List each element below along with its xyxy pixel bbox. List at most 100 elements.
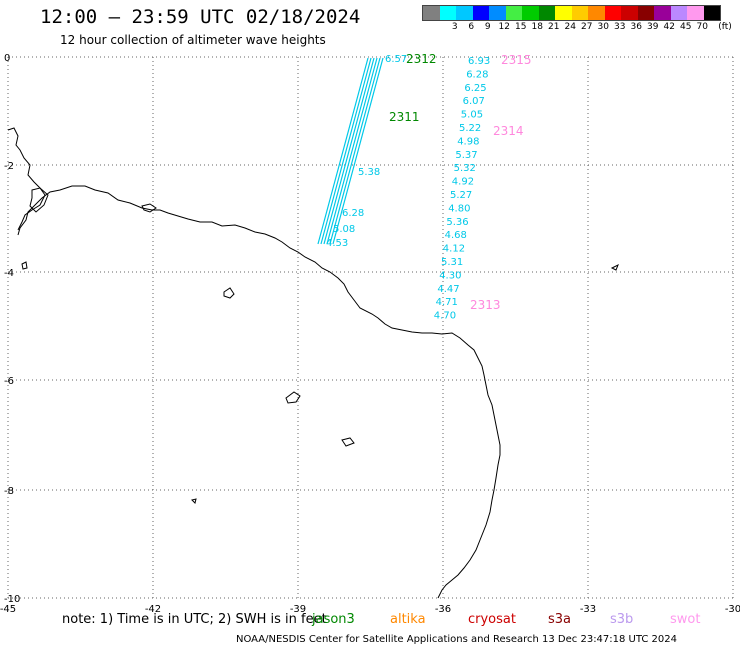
legend-label: 21	[548, 22, 560, 32]
legend-label: 12	[498, 22, 510, 32]
legend-swatch	[687, 6, 704, 20]
track-value-label: 4.98	[457, 136, 479, 147]
legend-swatch	[522, 6, 539, 20]
satellite-label: s3b	[610, 612, 634, 627]
legend-swatch	[555, 6, 572, 20]
satellite-label: altika	[390, 612, 426, 627]
legend-swatch	[439, 6, 456, 20]
track-value-label: 5.37	[455, 150, 477, 161]
legend-label: 42	[663, 22, 675, 32]
pass-label: 2314	[493, 124, 524, 138]
pass-label: 2313	[470, 298, 501, 312]
legend-label: 9	[484, 22, 491, 32]
track-value-label: 5.27	[450, 190, 472, 201]
track-value-label: 4.12	[443, 244, 465, 255]
track-value-label: 5.36	[446, 217, 468, 228]
map-title: 12:00 – 23:59 UTC 02/18/2024	[40, 6, 361, 28]
track-value-label: 5.08	[333, 224, 355, 235]
track-line	[320, 57, 372, 245]
track-value-label: 5.05	[461, 110, 483, 121]
legend-label: 18	[531, 22, 543, 32]
legend-swatch	[538, 6, 555, 20]
track-value-label: 6.28	[466, 69, 488, 80]
track-value-label: 6.93	[468, 56, 490, 67]
satellite-label: swot	[670, 612, 701, 627]
track-value-label: 4.68	[445, 230, 467, 241]
coastline-north-detail	[7, 127, 46, 231]
x-tick-label: -45	[0, 604, 16, 615]
legend-label: 70	[696, 22, 708, 32]
legend-swatch	[505, 6, 522, 20]
y-tick-label: -8	[4, 486, 14, 497]
footer-credit: NOAA/NESDIS Center for Satellite Applica…	[236, 634, 678, 645]
track-value-label: 4.80	[448, 203, 470, 214]
note-text: note: 1) Time is in UTC; 2) SWH is in fe…	[62, 612, 327, 627]
small-island-1	[141, 203, 157, 213]
lat-lon-grid	[7, 56, 734, 599]
legend-label: 33	[614, 22, 626, 32]
track-value-label: 4.70	[434, 311, 456, 322]
track-line	[329, 57, 381, 245]
track-value-label: 4.47	[437, 284, 459, 295]
satellite-label: jason3	[312, 612, 355, 627]
legend-swatch	[621, 6, 638, 20]
track-value-label: 6.28	[342, 208, 364, 219]
track-value-label: 4.30	[439, 270, 461, 281]
legend-swatch	[588, 6, 605, 20]
legend-unit: (ft)	[718, 22, 732, 32]
x-tick-label: -36	[435, 604, 451, 615]
axis-labels: -45 -42 -39 -36 -33 -30 0 -2 -4 -6 -8 -10	[0, 53, 740, 615]
y-tick-label: -4	[4, 268, 14, 279]
legend-swatch	[571, 6, 588, 20]
track-value-label: 4.71	[436, 297, 458, 308]
legend-swatch	[670, 6, 687, 20]
legend-label: 6	[468, 22, 475, 32]
track-line	[326, 57, 378, 245]
legend-swatch	[423, 6, 440, 20]
legend-swatch	[637, 6, 654, 20]
island-small-4	[610, 263, 619, 271]
island-small-3	[21, 261, 28, 270]
altimeter-tracks: 6.57 5.38 6.28 5.08 4.53 6.93 6.28 6.25 6.07 5.05…	[317, 54, 490, 322]
track-value-label: 4.92	[452, 177, 474, 188]
pass-label: 2311	[389, 110, 420, 124]
legend-swatch	[489, 6, 506, 20]
track-line	[317, 57, 369, 245]
island-small-5	[191, 498, 197, 504]
track-line	[323, 57, 375, 245]
map-subtitle: 12 hour collection of altimeter wave hei…	[60, 33, 326, 47]
legend-swatch	[703, 6, 720, 20]
track-value-label: 6.07	[463, 96, 485, 107]
track-value-label: 6.57	[385, 54, 407, 65]
island-noronha	[285, 391, 301, 404]
island-rocas	[223, 287, 235, 299]
track-value-label: 4.53	[326, 238, 348, 249]
satellite-label: cryosat	[468, 612, 516, 627]
legend-swatch	[604, 6, 621, 20]
y-tick-label: 0	[4, 53, 10, 64]
legend-swatch	[472, 6, 489, 20]
x-tick-label: -42	[145, 604, 161, 615]
legend-label: 3	[451, 22, 458, 32]
coastline	[7, 127, 619, 599]
legend-label: 36	[630, 22, 642, 32]
island-small-2	[341, 437, 355, 447]
legend-label: 39	[647, 22, 659, 32]
south-america-coastline	[17, 185, 501, 599]
legend-swatch	[654, 6, 671, 20]
x-tick-label: -33	[580, 604, 596, 615]
x-tick-label: -39	[290, 604, 306, 615]
pass-label: 2312	[406, 52, 437, 66]
pass-label: 2315	[501, 53, 532, 67]
legend-label: 15	[515, 22, 527, 32]
legend-label: 30	[597, 22, 609, 32]
legend-swatch	[456, 6, 473, 20]
x-tick-label: -30	[725, 604, 740, 615]
track-value-label: 5.38	[358, 167, 380, 178]
pass-labels: 2312 2311 2315 2314 2313	[389, 52, 532, 312]
track-value-label: 5.32	[454, 163, 476, 174]
island-marajo	[29, 187, 49, 213]
track-value-label: 5.22	[459, 123, 481, 134]
